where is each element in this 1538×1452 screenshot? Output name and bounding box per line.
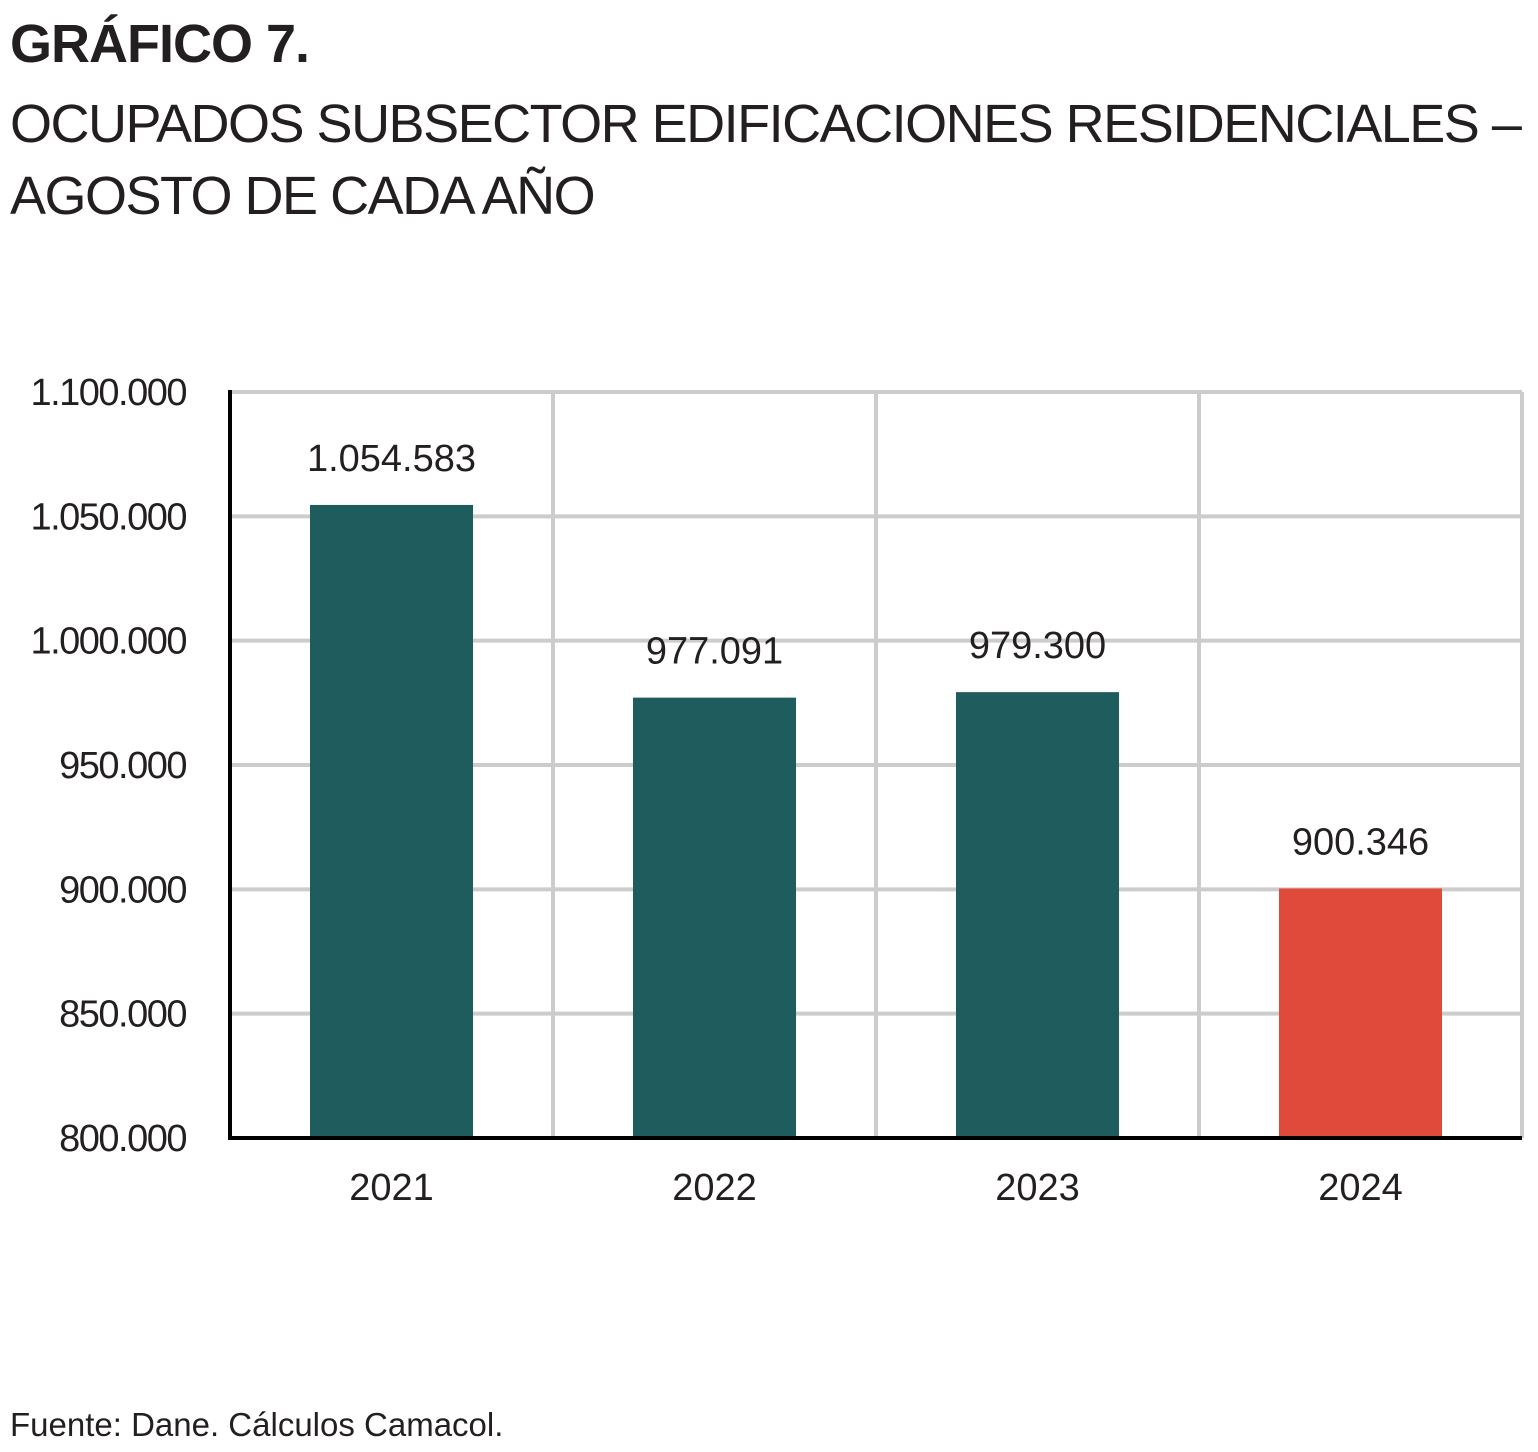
- data-label-2024: 900.346: [1292, 821, 1429, 863]
- y-tick-label: 900.000: [59, 869, 186, 911]
- data-label-2022: 977.091: [646, 631, 783, 673]
- chart-title-line-1: OCUPADOS SUBSECTOR EDIFICACIONES RESIDEN…: [10, 94, 1522, 154]
- y-tick-label: 1.100.000: [30, 372, 186, 414]
- x-tick-label-2023: 2023: [995, 1167, 1080, 1209]
- bar-2023: [956, 692, 1119, 1138]
- bar-2021: [310, 504, 473, 1138]
- y-tick-label: 1.050.000: [30, 496, 186, 538]
- chart-title: OCUPADOS SUBSECTOR EDIFICACIONES RESIDEN…: [10, 88, 1522, 232]
- chart-title-line-2: AGOSTO DE CADA AÑO: [10, 166, 596, 226]
- bar-chart: 1.054.583 2021 977.091 2022 979.300 2023 900.3…: [30, 372, 1524, 1209]
- source-note: Fuente: Dane. Cálculos Camacol.: [10, 1406, 504, 1443]
- x-tick-label-2022: 2022: [672, 1167, 757, 1209]
- chart-number-heading: GRÁFICO 7.: [10, 14, 310, 74]
- bar-2024: [1279, 888, 1442, 1138]
- data-label-2021: 1.054.583: [307, 438, 476, 480]
- y-tick-label: 1.000.000: [30, 621, 186, 663]
- y-tick-label: 800.000: [59, 1118, 186, 1160]
- y-tick-label: 850.000: [59, 994, 186, 1036]
- y-tick-label: 950.000: [59, 745, 186, 787]
- data-label-2023: 979.300: [969, 625, 1106, 667]
- x-tick-label-2024: 2024: [1318, 1167, 1403, 1209]
- chart-container: 1.054.583 2021 977.091 2022 979.300 2023 900.3…: [0, 340, 1538, 1245]
- bar-2022: [633, 697, 796, 1138]
- x-tick-label-2021: 2021: [349, 1167, 434, 1209]
